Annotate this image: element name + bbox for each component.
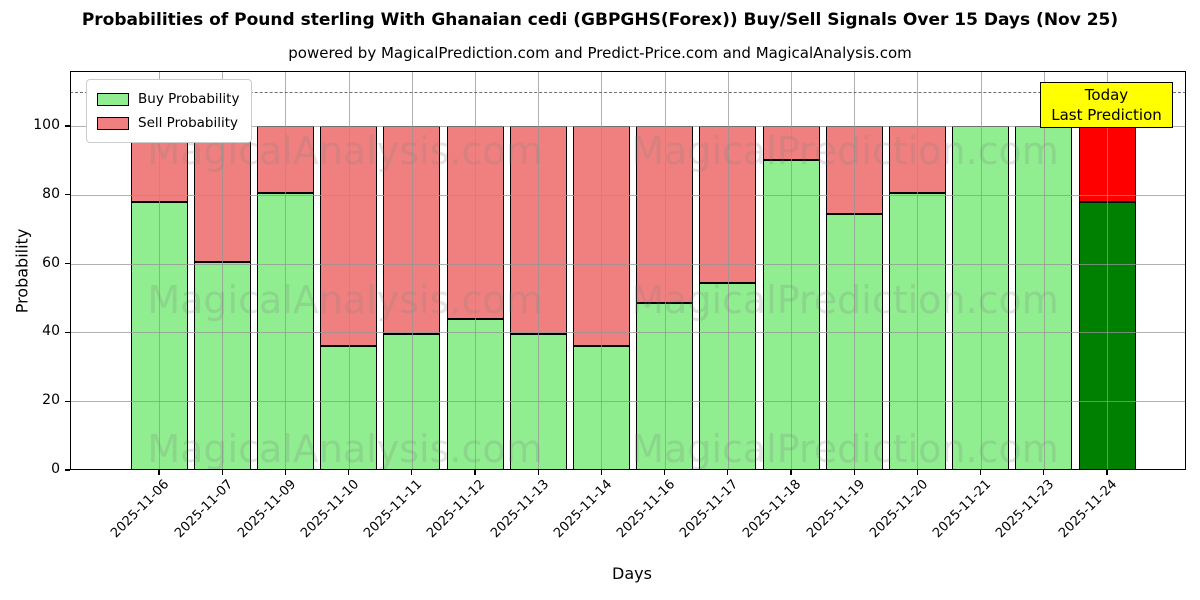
buy-swatch-icon	[97, 92, 129, 106]
today-annotation-line1: Today	[1084, 86, 1129, 104]
x-tick-2025-11-06	[158, 470, 160, 475]
x-tick-2025-11-07	[221, 470, 223, 475]
vertical-gridline-2025-11-07	[222, 71, 224, 470]
horizontal-gridline-60	[70, 263, 1186, 265]
y-tick-0	[65, 469, 70, 471]
horizontal-gridline-80	[70, 194, 1186, 196]
vertical-gridline-2025-11-23	[1043, 71, 1045, 470]
y-tick-label-20: 20	[42, 392, 60, 409]
x-tick-2025-11-18	[790, 470, 792, 475]
legend: Buy Probability Sell Probability	[86, 79, 253, 143]
x-tick-label-text-2025-11-12: 2025-11-12	[424, 477, 489, 542]
plot-area: Buy Probability Sell Probability Today L…	[70, 71, 1186, 470]
x-tick-2025-11-20	[916, 470, 918, 475]
vertical-gridline-2025-11-16	[664, 71, 666, 470]
y-tick-label-40: 40	[42, 323, 60, 340]
y-tick-40	[65, 331, 70, 333]
vertical-gridline-2025-11-24	[1107, 71, 1108, 470]
vertical-gridline-2025-11-10	[348, 71, 350, 470]
vertical-gridline-2025-11-21	[980, 71, 982, 470]
x-tick-label-text-2025-11-17: 2025-11-17	[677, 477, 742, 542]
x-tick-label-text-2025-11-21: 2025-11-21	[930, 477, 995, 542]
watermark-left-2: MagicalAnalysis.com	[147, 278, 543, 322]
y-tick-label-100: 100	[33, 117, 60, 133]
x-tick-2025-11-16	[664, 470, 666, 475]
watermark-left-4: MagicalAnalysis.com	[147, 427, 543, 471]
y-axis-label-text: Probability	[12, 228, 32, 314]
watermark-right-1: MagicalPrediction.com	[631, 129, 1059, 173]
vertical-gridline-2025-11-11	[411, 71, 413, 470]
x-tick-2025-11-21	[980, 470, 982, 475]
top-spine	[70, 71, 1186, 73]
vertical-gridline-2025-11-06	[159, 71, 160, 470]
y-tick-label-60: 60	[42, 254, 60, 271]
vertical-gridline-2025-11-14	[601, 71, 603, 470]
horizontal-gridline-100	[70, 126, 1186, 127]
x-tick-label-text-2025-11-19: 2025-11-19	[803, 477, 868, 542]
x-tick-label-text-2025-11-13: 2025-11-13	[487, 477, 552, 542]
x-tick-label-text-2025-11-14: 2025-11-14	[550, 477, 615, 542]
x-tick-2025-11-12	[474, 470, 476, 475]
today-annotation: Today Last Prediction	[1040, 82, 1173, 128]
today-annotation-line2: Last Prediction	[1051, 106, 1162, 124]
x-tick-2025-11-13	[537, 470, 539, 475]
chart-title: Probabilities of Pound sterling With Gha…	[81, 10, 1119, 30]
x-tick-label-text-2025-11-20: 2025-11-20	[866, 477, 931, 542]
x-tick-2025-11-14	[600, 470, 602, 475]
legend-item-buy: Buy Probability	[97, 87, 239, 111]
horizontal-gridline-20	[70, 401, 1186, 403]
watermark-right-3: MagicalPrediction.com	[631, 278, 1059, 322]
legend-label-sell: Sell Probability	[138, 115, 239, 131]
bottom-spine	[70, 468, 1186, 470]
y-tick-60	[65, 263, 70, 265]
x-tick-2025-11-10	[348, 470, 350, 475]
x-tick-label-text-2025-11-10: 2025-11-10	[298, 477, 363, 542]
x-tick-2025-11-17	[727, 470, 729, 475]
y-tick-label-80: 80	[42, 185, 60, 202]
x-tick-label-text-2025-11-18: 2025-11-18	[740, 477, 805, 542]
vertical-gridline-2025-11-17	[727, 71, 729, 470]
watermark-right-5: MagicalPrediction.com	[631, 427, 1059, 471]
vertical-gridline-2025-11-13	[538, 71, 540, 470]
left-spine	[70, 71, 72, 470]
y-tick-20	[65, 400, 70, 402]
x-tick-label-text-2025-11-07: 2025-11-07	[171, 477, 236, 542]
x-tick-label-text-2025-11-24: 2025-11-24	[1056, 477, 1121, 542]
y-tick-100	[65, 125, 70, 127]
x-tick-label-text-2025-11-23: 2025-11-23	[993, 477, 1058, 542]
x-tick-2025-11-23	[1043, 470, 1045, 475]
y-tick-80	[65, 194, 70, 196]
x-axis-label: Days	[612, 564, 652, 583]
y-tick-label-0: 0	[51, 461, 60, 477]
x-tick-label-text-2025-11-16: 2025-11-16	[614, 477, 679, 542]
x-tick-2025-11-24	[1106, 470, 1108, 475]
vertical-gridline-2025-11-20	[917, 71, 919, 470]
x-tick-2025-11-19	[853, 470, 855, 475]
right-spine	[1184, 71, 1186, 470]
horizontal-gridline-40	[70, 332, 1186, 334]
x-tick-label-text-2025-11-09: 2025-11-09	[234, 477, 299, 542]
chart-subtitle: powered by MagicalPrediction.com and Pre…	[288, 44, 912, 62]
vertical-gridline-2025-11-09	[285, 71, 287, 470]
vertical-gridline-2025-11-18	[791, 71, 792, 470]
dashed-upper-line	[70, 91, 1186, 93]
vertical-gridline-2025-11-12	[475, 71, 476, 470]
sell-swatch-icon	[97, 116, 129, 130]
x-tick-label-text-2025-11-06: 2025-11-06	[108, 477, 173, 542]
x-tick-2025-11-09	[284, 470, 286, 475]
x-tick-2025-11-11	[411, 470, 413, 475]
vertical-gridline-2025-11-19	[854, 71, 856, 470]
legend-item-sell: Sell Probability	[97, 111, 239, 135]
x-tick-label-text-2025-11-11: 2025-11-11	[361, 477, 426, 542]
legend-label-buy: Buy Probability	[138, 91, 240, 107]
